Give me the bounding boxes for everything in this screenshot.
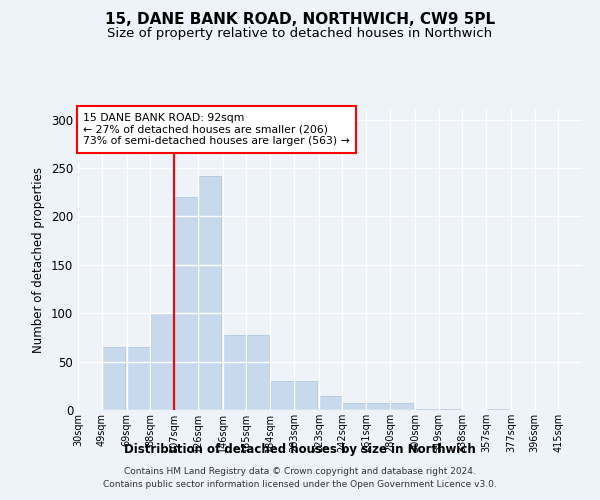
Bar (343, 403, 365, 410)
Bar (415, 409, 438, 410)
Bar (319, 396, 342, 410)
Text: Contains HM Land Registry data © Crown copyright and database right 2024.: Contains HM Land Registry data © Crown c… (124, 468, 476, 476)
Bar (151, 313, 173, 410)
Bar (271, 381, 293, 410)
Text: Distribution of detached houses by size in Northwich: Distribution of detached houses by size … (124, 442, 476, 456)
Text: Size of property relative to detached houses in Northwich: Size of property relative to detached ho… (107, 28, 493, 40)
Bar (103, 347, 125, 410)
Bar (199, 176, 221, 410)
Bar (439, 409, 461, 410)
Bar (391, 403, 413, 410)
Text: 15 DANE BANK ROAD: 92sqm
← 27% of detached houses are smaller (206)
73% of semi-: 15 DANE BANK ROAD: 92sqm ← 27% of detach… (83, 113, 350, 146)
Bar (487, 409, 509, 410)
Bar (247, 334, 269, 410)
Bar (223, 334, 246, 410)
Text: 15, DANE BANK ROAD, NORTHWICH, CW9 5PL: 15, DANE BANK ROAD, NORTHWICH, CW9 5PL (105, 12, 495, 28)
Text: Contains public sector information licensed under the Open Government Licence v3: Contains public sector information licen… (103, 480, 497, 489)
Bar (175, 197, 197, 410)
Bar (127, 347, 150, 410)
Bar (295, 381, 317, 410)
Y-axis label: Number of detached properties: Number of detached properties (32, 167, 46, 353)
Bar (367, 403, 389, 410)
